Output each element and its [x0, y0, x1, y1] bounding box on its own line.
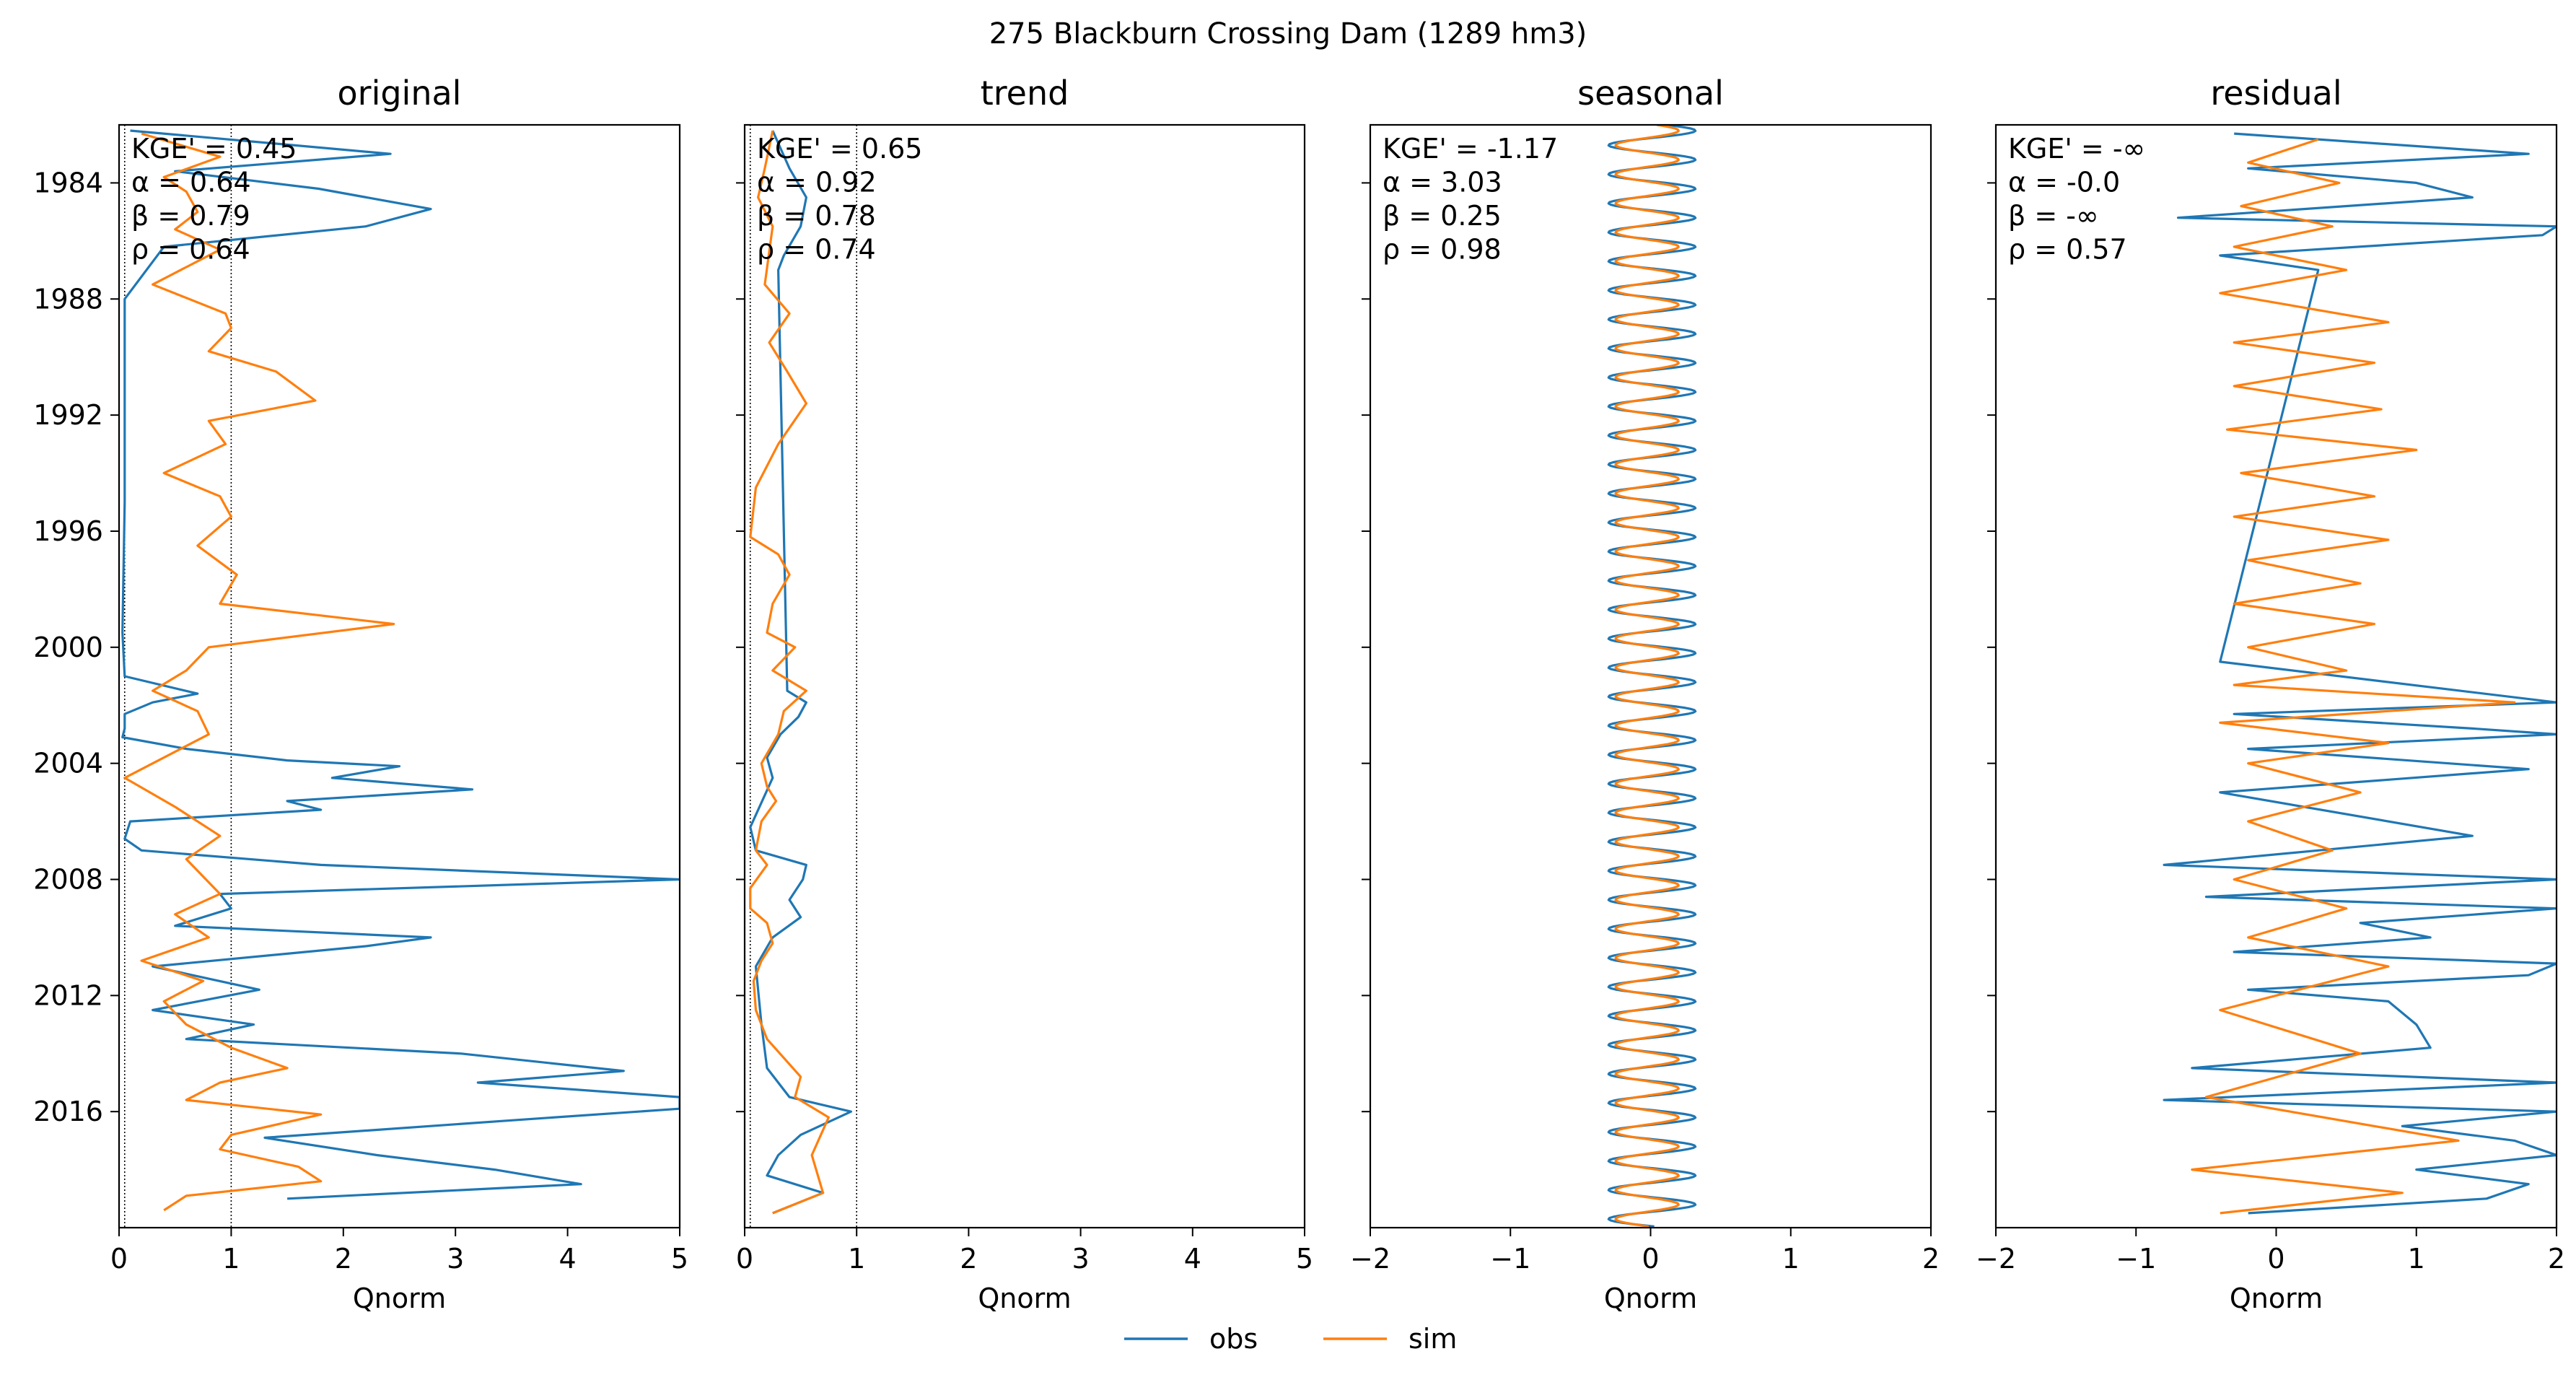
panel-title: seasonal: [1577, 74, 1724, 113]
series-group: [121, 129, 680, 1212]
metric-annotation: β = 0.79: [131, 200, 250, 232]
panel-title: residual: [2210, 74, 2341, 113]
metric-annotation: β = -∞: [2008, 200, 2099, 232]
x-tick-label: 4: [1184, 1243, 1201, 1275]
metric-annotation: ρ = 0.57: [2008, 234, 2127, 266]
x-tick-label: 4: [559, 1243, 577, 1275]
figure-title: 275 Blackburn Crossing Dam (1289 hm3): [989, 17, 1587, 51]
y-tick-label: 1988: [33, 283, 103, 315]
panel-title: original: [338, 74, 462, 113]
panel-residual: residual −2 −1 0 1 2 Qnorm KGE' = -∞α = -0.0β =…: [1976, 74, 2565, 1314]
series-line-sim: [1614, 125, 1680, 1228]
x-tick-label: 0: [736, 1243, 753, 1275]
x-tick-label: −1: [1490, 1243, 1530, 1275]
y-tick-label: 2000: [33, 632, 103, 663]
x-tick-label: 1: [2408, 1243, 2425, 1275]
x-tick-label: 1: [222, 1243, 240, 1275]
metric-annotation: β = 0.78: [757, 200, 876, 232]
x-tick-label: 0: [110, 1243, 128, 1275]
x-tick-label: 5: [671, 1243, 688, 1275]
x-axis-label: Qnorm: [978, 1283, 1071, 1314]
legend-label-obs: obs: [1209, 1323, 1258, 1355]
panel-trend: trend 0 1 2 3 4 5 Qnorm KGE' = 0.65α = 0.92β = 0…: [736, 74, 1313, 1314]
series-line-obs: [749, 130, 852, 1215]
x-tick-label: 1: [1782, 1243, 1800, 1275]
metric-annotation: KGE' = -∞: [2008, 133, 2145, 165]
x-tick-label: 2: [335, 1243, 352, 1275]
series-line-sim: [2191, 138, 2516, 1215]
x-tick-label: 3: [447, 1243, 464, 1275]
metric-annotation: KGE' = 0.65: [757, 133, 922, 165]
x-axis-label: Qnorm: [353, 1283, 446, 1314]
x-tick-label: 2: [960, 1243, 977, 1275]
series-group: [2163, 132, 2557, 1215]
metric-annotation: α = 0.64: [131, 167, 251, 198]
series-line-sim: [123, 132, 395, 1212]
x-tick-label: 0: [2267, 1243, 2284, 1275]
x-tick-label: 3: [1072, 1243, 1090, 1275]
panel-original: original 0 1 2 3 4 5 Qnorm 1984 1988 1992 1996 2000 2…: [33, 74, 688, 1314]
metric-annotation: α = -0.0: [2008, 167, 2120, 198]
metric-annotation: β = 0.25: [1383, 200, 1502, 232]
panel-title: trend: [981, 74, 1069, 113]
series-group: [1607, 125, 1697, 1228]
x-tick-label: 5: [1296, 1243, 1313, 1275]
y-tick-label: 2016: [33, 1096, 103, 1127]
y-tick-label: 2012: [33, 979, 103, 1011]
metric-annotation: ρ = 0.74: [757, 234, 876, 266]
y-tick-label: 1984: [33, 167, 103, 198]
series-line-obs: [2163, 132, 2557, 1215]
x-tick-label: −2: [1976, 1243, 2016, 1275]
axes-frame: [118, 123, 681, 1229]
panel-seasonal: seasonal −2 −1 0 1 2 Qnorm KGE' = -1.17α = 3.03…: [1350, 74, 1940, 1314]
x-axis-label: Qnorm: [1604, 1283, 1697, 1314]
metric-annotation: KGE' = -1.17: [1383, 133, 1558, 165]
metric-annotation: ρ = 0.98: [1383, 234, 1502, 266]
y-tick-label: 1992: [33, 399, 103, 431]
legend-label-sim: sim: [1409, 1323, 1457, 1355]
x-tick-label: −1: [2116, 1243, 2156, 1275]
metric-annotation: α = 3.03: [1383, 167, 1502, 198]
x-tick-label: −2: [1350, 1243, 1390, 1275]
metric-annotation: KGE' = 0.45: [131, 133, 297, 165]
x-tick-label: 2: [1922, 1243, 1940, 1275]
x-axis-label: Qnorm: [2230, 1283, 2323, 1314]
y-tick-label: 1996: [33, 515, 103, 547]
x-tick-label: 0: [1642, 1243, 1659, 1275]
series-line-sim: [749, 130, 830, 1215]
x-tick-label: 1: [848, 1243, 865, 1275]
y-tick-label: 2008: [33, 864, 103, 896]
series-group: [749, 130, 852, 1215]
y-tick-label: 2004: [33, 748, 103, 779]
metric-annotation: α = 0.92: [757, 167, 877, 198]
legend: obs sim: [1124, 1323, 1457, 1355]
metric-annotation: ρ = 0.64: [131, 234, 250, 266]
series-line-obs: [121, 129, 680, 1200]
x-tick-label: 2: [2548, 1243, 2565, 1275]
axes-frame: [743, 123, 1306, 1229]
